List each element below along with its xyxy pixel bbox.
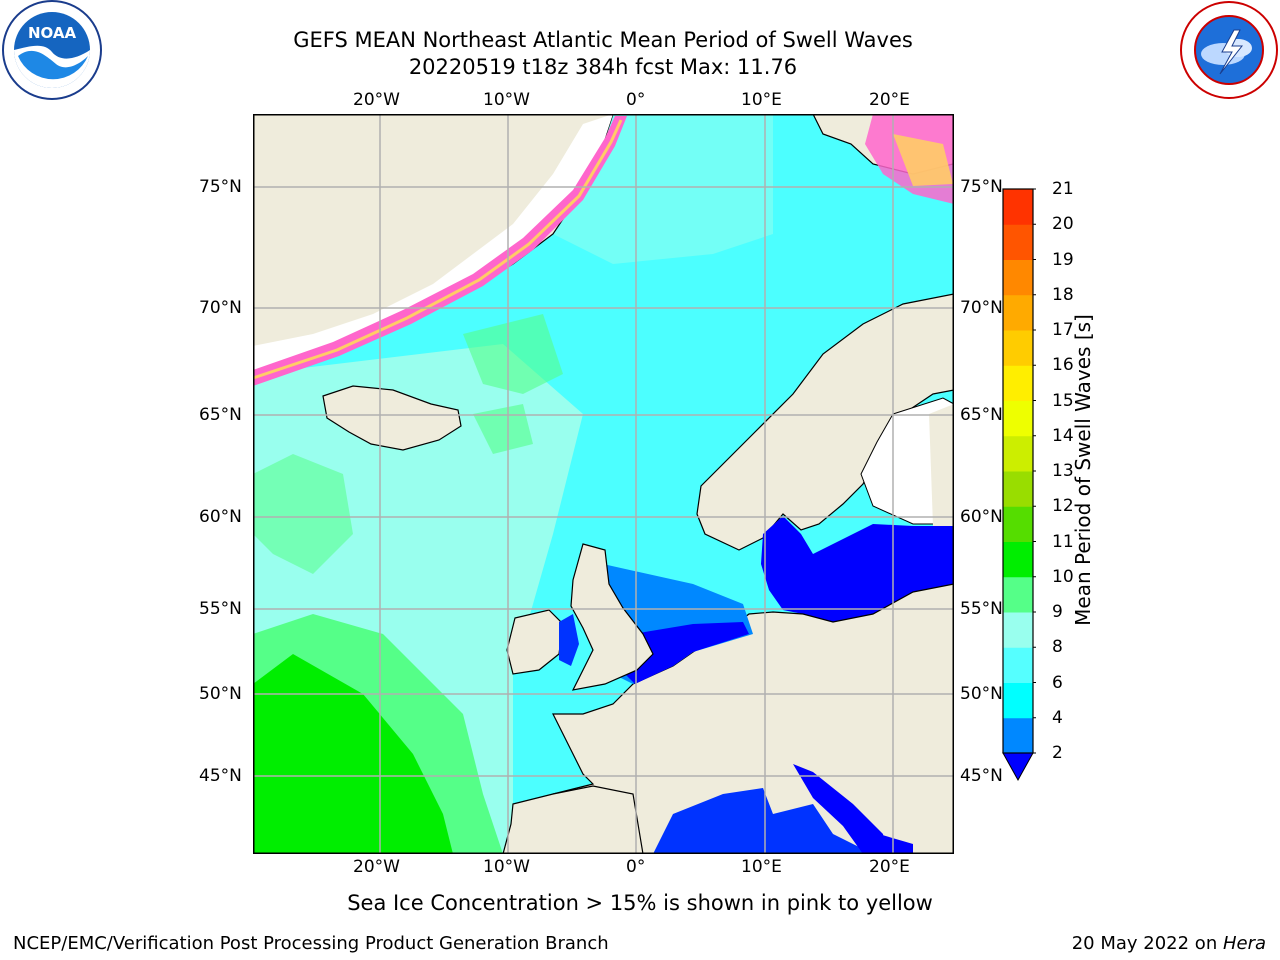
colorbar-segment — [1003, 576, 1033, 613]
sea-ice-free-zone — [253, 114, 613, 376]
colorbar-tick-label: 11 — [1052, 531, 1074, 552]
colorbar-tick-label: 10 — [1052, 566, 1074, 587]
lat-tick-right-60n: 60°N — [960, 507, 1003, 527]
lat-tick-right-65n: 65°N — [960, 405, 1003, 425]
colorbar-segment — [1003, 330, 1033, 366]
colorbar-tick-label: 21 — [1052, 179, 1074, 199]
lat-tick-left-70n: 70°N — [199, 298, 242, 318]
lon-tick-top-20w: 20°W — [353, 90, 400, 110]
colorbar-frame — [1002, 188, 1034, 754]
colorbar-segment — [1003, 647, 1033, 683]
lat-tick-left-60n: 60°N — [199, 507, 242, 527]
colorbar-segment — [1003, 400, 1033, 437]
graticule — [253, 114, 954, 854]
lon-tick-top-0: 0° — [626, 90, 646, 110]
colorbar-label: Mean Period of Swell Waves [s] — [1071, 314, 1095, 626]
lon-tick-top-10e: 10°E — [741, 90, 782, 110]
lat-tick-right-55n: 55°N — [960, 599, 1003, 619]
colorbar-segment — [1003, 682, 1033, 719]
lat-tick-left-45n: 45°N — [199, 766, 242, 786]
colorbar-tick-label: 15 — [1052, 390, 1074, 411]
noaa-logo: NOAA — [2, 0, 102, 100]
lon-tick-bottom-20e: 20°E — [869, 857, 910, 877]
colorbar-segment — [1003, 717, 1033, 754]
lon-tick-top-20e: 20°E — [869, 90, 910, 110]
colorbar-tick-label: 16 — [1052, 355, 1074, 376]
colorbar-segment — [1003, 506, 1033, 542]
lon-tick-top-10w: 10°W — [483, 90, 530, 110]
lat-tick-right-45n: 45°N — [960, 766, 1003, 786]
colorbar-segment — [1003, 259, 1033, 296]
noaa-logo-text: NOAA — [28, 24, 77, 42]
land-iberia — [502, 785, 644, 854]
nws-logo — [1180, 1, 1278, 99]
colorbar-segment — [1003, 435, 1033, 472]
colorbar-segment — [1003, 541, 1033, 578]
lat-tick-left-75n: 75°N — [199, 177, 242, 197]
colorbar-segment — [1003, 612, 1033, 648]
land-great-britain — [570, 543, 654, 691]
chart-title-line2: 20220519 t18z 384h fcst Max: 11.76 — [408, 55, 798, 79]
colorbar-tick-label: 4 — [1052, 707, 1063, 728]
colorbar-segment — [1003, 471, 1033, 507]
colorbar — [1002, 188, 1036, 782]
colorbar-tick-label: 14 — [1052, 425, 1074, 446]
lat-tick-right-75n: 75°N — [960, 177, 1003, 197]
lon-tick-bottom-20w: 20°W — [353, 857, 400, 877]
footer-host: Hera — [1222, 933, 1266, 954]
colorbar-tick-label: 19 — [1052, 249, 1074, 270]
lat-tick-left-65n: 65°N — [199, 405, 242, 425]
colorbar-segment — [1003, 294, 1033, 331]
footer-date-text: 20 May 2022 on — [1071, 933, 1223, 954]
footer-organization: NCEP/EMC/Verification Post Processing Pr… — [13, 933, 609, 954]
colorbar-tick-label: 18 — [1052, 284, 1074, 305]
colorbar-tick-label: 13 — [1052, 461, 1074, 481]
colorbar-segment — [1003, 365, 1033, 401]
lon-tick-bottom-0: 0° — [626, 857, 646, 877]
colorbar-tick-label: 9 — [1052, 602, 1063, 622]
colorbar-under-arrow — [1002, 752, 1034, 782]
colorbar-segment — [1003, 224, 1033, 260]
colorbar-segment — [1003, 189, 1033, 225]
map-frame — [253, 114, 954, 854]
land-iceland — [322, 385, 462, 451]
sea-adriatic — [793, 764, 887, 854]
colorbar-tick-label: 2 — [1052, 743, 1063, 763]
footer-date: 20 May 2022 on Hera — [1072, 933, 1266, 954]
colorbar-tick-label: 6 — [1052, 672, 1063, 693]
lat-tick-right-50n: 50°N — [960, 684, 1003, 704]
chart-title-line1: GEFS MEAN Northeast Atlantic Mean Period… — [293, 28, 913, 52]
sea-ice-note: Sea Ice Concentration > 15% is shown in … — [347, 891, 933, 915]
lat-tick-left-55n: 55°N — [199, 599, 242, 619]
colorbar-tick-label: 8 — [1052, 637, 1063, 658]
colorbar-tick-label: 12 — [1052, 496, 1074, 517]
lon-tick-bottom-10e: 10°E — [741, 857, 782, 877]
lat-tick-left-50n: 50°N — [199, 684, 242, 704]
ocean-bright-green-area — [253, 654, 453, 854]
swell-period-map — [253, 114, 954, 854]
colorbar-tick-label: 17 — [1052, 320, 1074, 340]
colorbar-tick-label: 20 — [1052, 214, 1074, 235]
sea-ice-edge — [253, 116, 627, 386]
lon-tick-bottom-10w: 10°W — [483, 857, 530, 877]
sea-mediterranean — [653, 788, 873, 854]
lat-tick-right-70n: 70°N — [960, 298, 1003, 318]
